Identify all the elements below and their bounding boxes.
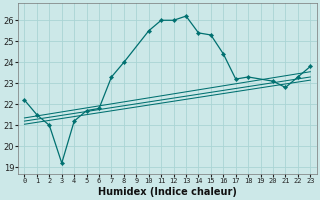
X-axis label: Humidex (Indice chaleur): Humidex (Indice chaleur) [98, 187, 237, 197]
